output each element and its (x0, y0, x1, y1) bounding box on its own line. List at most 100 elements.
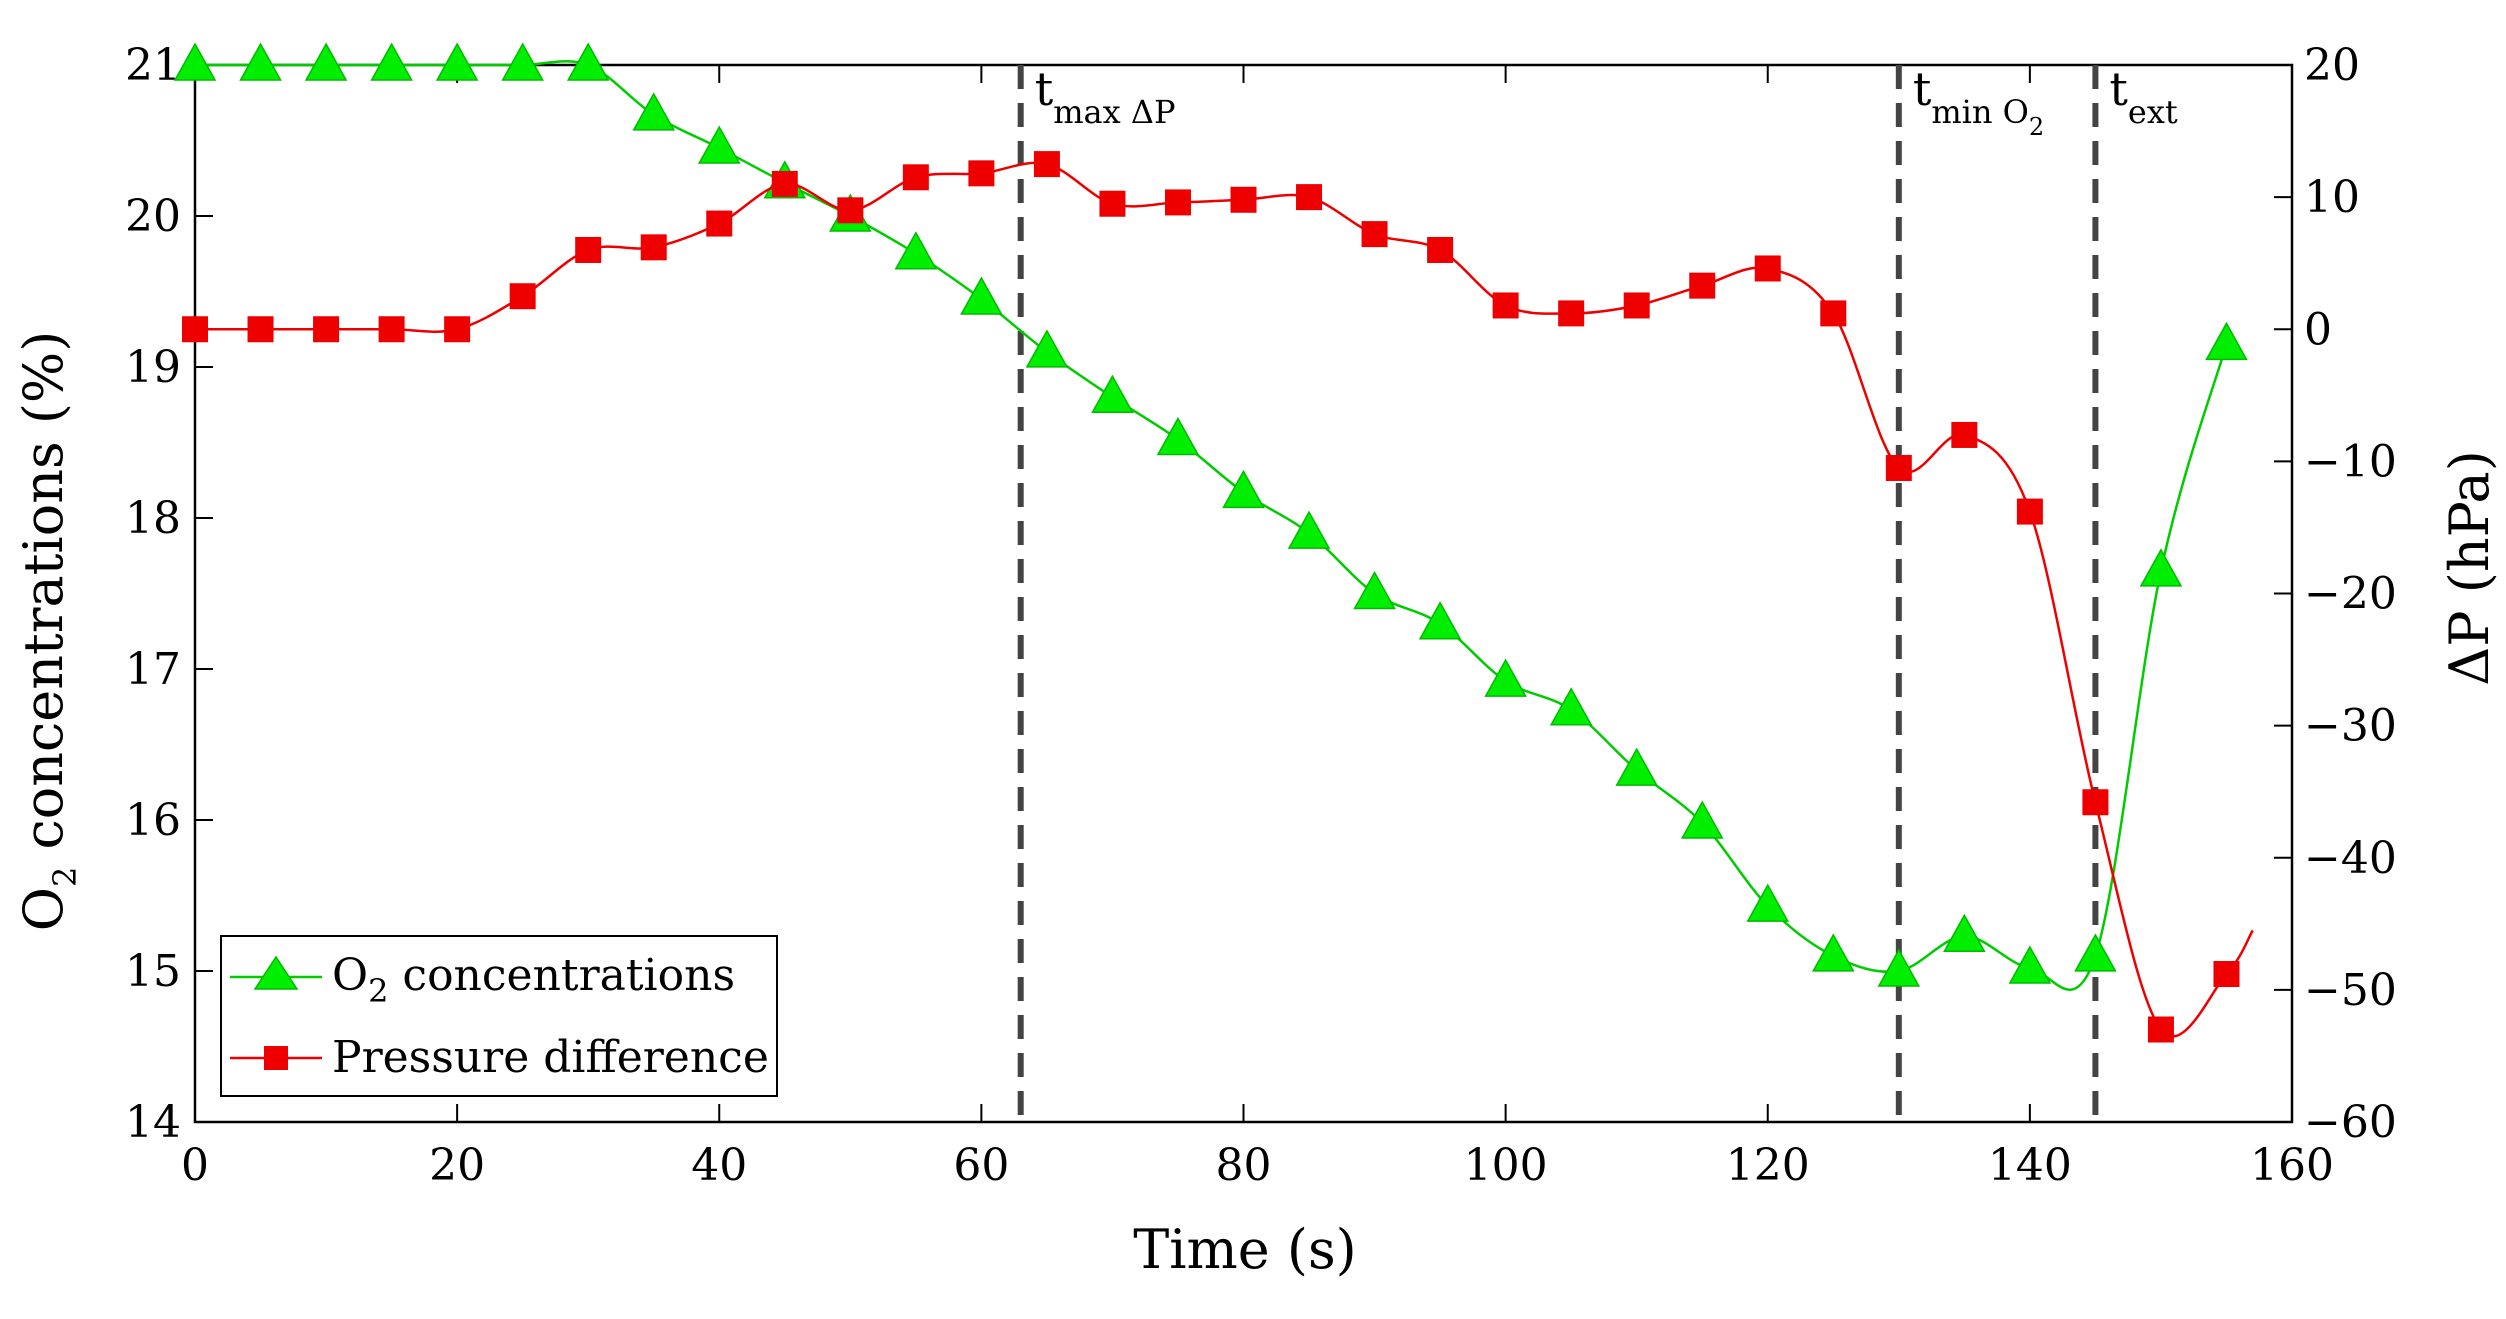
pressure-point (1164, 189, 1191, 216)
o2-point (370, 42, 413, 81)
series-1-line (195, 161, 2254, 1038)
pressure-point (1689, 272, 1716, 299)
pressure-point (1099, 190, 1126, 217)
y-right-tick-label: −50 (2304, 965, 2397, 1016)
pressure-point (2016, 498, 2043, 525)
y-left-tick-label: 14 (125, 1097, 181, 1148)
o2-point (1418, 601, 1462, 640)
o2-point (2074, 933, 2117, 972)
x-tick-label: 20 (429, 1140, 485, 1191)
pressure-point (1885, 454, 1912, 481)
o2-point (1549, 687, 1593, 726)
o2-point (1615, 747, 1658, 786)
y-left-tick-label: 16 (125, 795, 181, 846)
o2-point (1156, 416, 1200, 456)
pressure-point (247, 316, 274, 343)
pressure-point (182, 316, 208, 343)
y-right-axis-title: ΔP (hPa) (2438, 450, 2501, 686)
pressure-point (2082, 789, 2109, 816)
o2-point (1877, 948, 1921, 987)
legend-o2-label: O2 concentrations (332, 950, 735, 1010)
y-right-tick-label: 10 (2304, 172, 2360, 223)
marker-line-label-0: tmax ΔP (1035, 62, 1176, 131)
pressure-point (2213, 961, 2240, 988)
pressure-point (837, 197, 864, 224)
x-tick-label: 40 (691, 1140, 747, 1191)
plot-area: 0 20 40 60 80 100 120 140 1601415161718192021−60… (125, 40, 2397, 1191)
o2-point (2205, 321, 2248, 361)
o2-point (1746, 883, 1790, 922)
o2-point (632, 92, 675, 131)
marker-line-label-1: tmin O2 (1913, 62, 2044, 141)
o2-point (1484, 658, 1527, 697)
o2-point (1091, 374, 1134, 413)
o2-point (304, 42, 348, 81)
y-right-tick-label: 0 (2304, 304, 2332, 355)
pressure-point (1296, 184, 1323, 211)
o2-point (173, 42, 217, 81)
x-tick-label: 140 (1988, 1140, 2072, 1191)
legend-pressure-square-icon (264, 1046, 288, 1070)
o2-point (1222, 469, 1265, 509)
y-right-tick-label: −10 (2304, 436, 2397, 487)
o2-point (1025, 329, 1069, 368)
y-right-tick-label: 20 (2304, 40, 2360, 91)
pressure-point (968, 160, 995, 187)
pressure-point (509, 283, 536, 310)
o2-point (501, 42, 544, 81)
pressure-point (1230, 186, 1257, 213)
y-right-tick-label: −30 (2304, 701, 2397, 752)
o2-point (1680, 800, 1724, 839)
o2-point (697, 125, 741, 164)
y-right-tick-label: −20 (2304, 569, 2397, 620)
x-axis-title: Time (s) (1133, 1218, 1356, 1281)
x-tick-label: 160 (2250, 1140, 2334, 1191)
x-tick-label: 0 (181, 1140, 209, 1191)
o2-point (2008, 945, 2052, 984)
pressure-point (1361, 221, 1388, 248)
pressure-point (902, 164, 929, 191)
x-tick-label: 120 (1726, 1140, 1810, 1191)
pressure-point (2147, 1016, 2174, 1043)
y-right-tick-label: −40 (2304, 833, 2397, 884)
o2-point (1287, 510, 1331, 549)
y-left-tick-label: 19 (125, 342, 181, 393)
pressure-point (313, 316, 340, 343)
legend-o2-triangle-icon (253, 955, 299, 990)
y-right-tick-label: −60 (2304, 1097, 2397, 1148)
x-tick-label: 100 (1464, 1140, 1548, 1191)
pressure-point (1754, 255, 1781, 282)
pressure-point (640, 234, 667, 261)
x-tick-label: 60 (953, 1140, 1009, 1191)
pressure-point (1951, 421, 1978, 448)
o2-point (2139, 548, 2183, 587)
legend-box (220, 935, 778, 1097)
y-left-tick-label: 17 (125, 644, 181, 695)
o2-point (1353, 570, 1396, 610)
o2-point (1812, 933, 1855, 972)
pressure-point (444, 316, 471, 343)
y-left-tick-label: 20 (125, 191, 181, 242)
y-left-tick-label: 21 (125, 40, 181, 91)
o2-point (894, 231, 938, 270)
pressure-point (575, 236, 602, 263)
o2-point (435, 42, 479, 81)
o2-point (239, 42, 282, 81)
pressure-point (706, 210, 733, 237)
pressure-point (1820, 300, 1847, 327)
legend-entry-pressure: Pressure difference (230, 1032, 769, 1083)
o2-point (960, 276, 1003, 315)
pressure-point (378, 316, 405, 343)
pressure-point (1033, 151, 1060, 178)
series-0-line (195, 60, 2228, 991)
legend-pressure-label: Pressure difference (332, 1032, 769, 1083)
pressure-point (1427, 236, 1454, 263)
pressure-point (1558, 300, 1585, 327)
pressure-point (771, 170, 798, 197)
pressure-point (1492, 292, 1519, 319)
o2-point (1943, 913, 1986, 953)
x-tick-label: 80 (1216, 1140, 1272, 1191)
y-left-tick-label: 15 (125, 946, 181, 997)
o2-point (566, 42, 610, 81)
